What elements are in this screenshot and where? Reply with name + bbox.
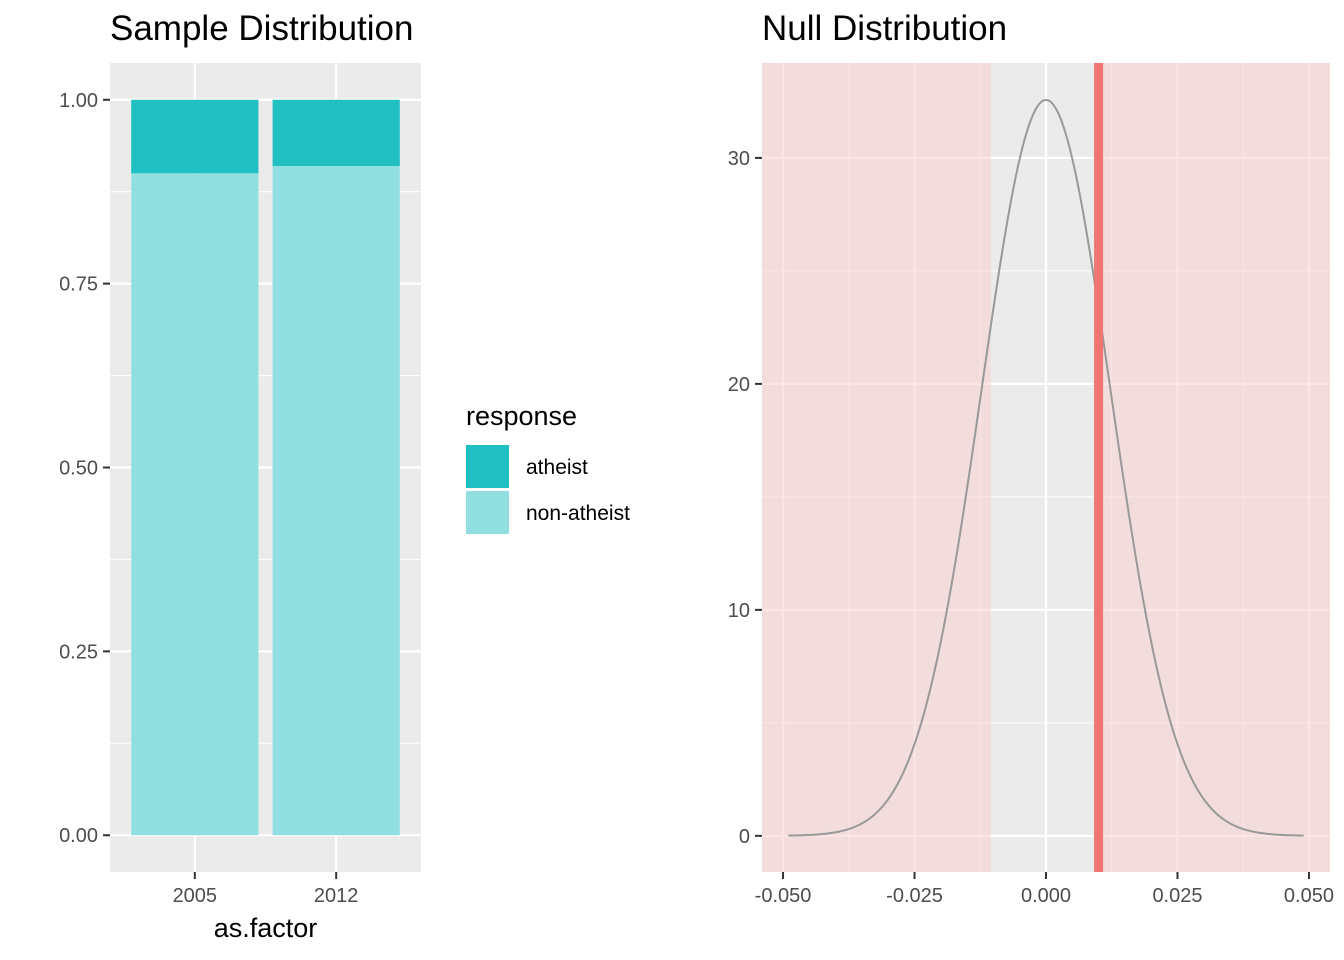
- legend-title: response: [466, 401, 577, 431]
- sample-y-tick-label: 0.25: [59, 641, 98, 663]
- null-distribution-chart: Null Distribution 0 10 20 30 -0.050 -0.0…: [728, 9, 1334, 907]
- null-x-tick-label: -0.025: [886, 885, 943, 907]
- bar-non-atheist-2012: [272, 165, 400, 836]
- sample-y-tick-label: 0.75: [59, 274, 98, 296]
- legend-label-atheist: atheist: [526, 456, 588, 479]
- sample-y-axis: 0.00 0.25 0.50 0.75 1.00: [59, 90, 110, 847]
- sample-x-tick-label: 2012: [314, 885, 359, 907]
- null-y-tick-label: 20: [728, 374, 750, 396]
- legend-key-non-atheist: [466, 491, 509, 534]
- bar-non-atheist-2005: [131, 173, 259, 836]
- sample-x-axis: 2005 2012: [173, 872, 359, 907]
- null-y-tick-label: 0: [739, 826, 750, 848]
- sample-x-tick-label: 2005: [173, 885, 218, 907]
- null-shaded-regions: [762, 63, 1330, 872]
- null-density-curve: [788, 98, 1304, 837]
- null-x-tick-label: -0.050: [755, 885, 812, 907]
- bar-atheist-2005: [131, 99, 259, 174]
- sample-y-tick-label: 0.50: [59, 458, 98, 480]
- legend-label-non-atheist: non-atheist: [526, 502, 630, 525]
- legend-key-atheist: [466, 445, 509, 488]
- sample-bars: [131, 99, 400, 836]
- null-chart-title: Null Distribution: [762, 9, 1007, 48]
- null-x-axis: -0.050 -0.025 0.000 0.025 0.050: [755, 872, 1334, 907]
- null-x-tick-label: 0.000: [1021, 885, 1071, 907]
- bar-atheist-2012: [272, 99, 400, 166]
- sample-x-axis-title: as.factor: [214, 913, 318, 943]
- sample-chart-title: Sample Distribution: [110, 9, 413, 48]
- null-x-tick-label: 0.050: [1284, 885, 1334, 907]
- null-y-tick-label: 30: [728, 148, 750, 170]
- null-y-tick-label: 10: [728, 600, 750, 622]
- legend: response atheist non-atheist: [466, 401, 630, 534]
- null-x-tick-label: 0.025: [1152, 885, 1202, 907]
- p-value-shaded-region: [762, 63, 991, 872]
- p-value-shaded-region: [1101, 63, 1330, 872]
- sample-y-tick-label: 1.00: [59, 90, 98, 112]
- observed-statistic-line: [1094, 63, 1104, 872]
- sample-distribution-chart: Sample Distribution 0.00 0.25 0.50 0.75 …: [59, 9, 421, 943]
- null-y-axis: 0 10 20 30: [728, 148, 762, 848]
- sample-y-tick-label: 0.00: [59, 825, 98, 847]
